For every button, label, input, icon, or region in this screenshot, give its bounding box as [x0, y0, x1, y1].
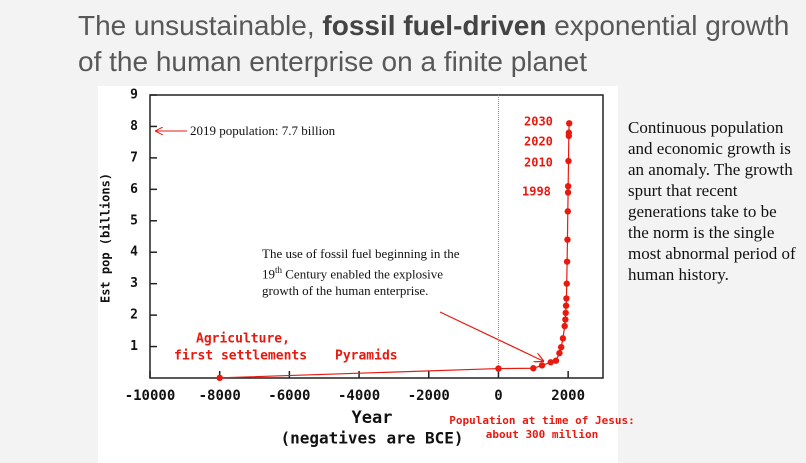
- data-point: [562, 302, 570, 309]
- data-point: [563, 258, 571, 265]
- annotation: Population at time of Jesus:: [449, 414, 634, 427]
- data-point: [565, 129, 573, 136]
- annotation: Pyramids: [335, 349, 398, 364]
- data-point: [216, 374, 223, 382]
- annotation: Agriculture,: [196, 332, 290, 347]
- arrow: [439, 311, 543, 361]
- year-label: 2020: [524, 135, 553, 149]
- annotation-sup: th: [275, 265, 283, 275]
- annotation: 2019 population: 7.7 billion: [190, 123, 336, 138]
- annotation-text: Century enabled the explosive growth of …: [262, 266, 444, 299]
- data-point: [565, 157, 572, 165]
- data-point: [562, 309, 569, 317]
- data-point: [564, 208, 572, 215]
- data-point: [564, 236, 571, 243]
- y-tick-label: 2: [130, 308, 138, 323]
- x-tick-label: -4000: [338, 388, 380, 404]
- y-tick-label: 6: [130, 182, 138, 197]
- y-tick-label: 8: [130, 119, 138, 134]
- y-tick-label: 5: [130, 213, 138, 228]
- x-tick-label: -8000: [199, 388, 241, 404]
- plot-frame: [149, 94, 604, 379]
- annotation: about 300 million: [486, 428, 599, 441]
- data-point: [564, 182, 572, 190]
- data-point: [530, 365, 537, 372]
- data-point: [565, 120, 573, 127]
- x-tick-label: -6000: [268, 388, 310, 404]
- x-axis-note: (negatives are BCE): [280, 429, 463, 448]
- data-point: [556, 349, 563, 357]
- data-point: [557, 343, 565, 351]
- x-tick-label: -2000: [408, 388, 450, 404]
- year-label: 2010: [524, 156, 553, 170]
- year-label: 2030: [524, 115, 553, 129]
- data-point: [561, 322, 568, 330]
- slide-title: The unsustainable, fossil fuel-driven ex…: [78, 8, 798, 80]
- annotation: The use of fossil fuel beginning in the …: [262, 245, 477, 299]
- year-label: 1998: [522, 185, 551, 199]
- side-text: Continuous population and economic growt…: [628, 118, 796, 284]
- x-tick-label: -10000: [125, 388, 176, 404]
- title-part: The unsustainable,: [78, 10, 323, 41]
- chart-background: [98, 86, 618, 463]
- y-tick-label: 3: [130, 276, 138, 291]
- data-point: [538, 362, 546, 369]
- data-point: [552, 357, 560, 364]
- data-point: [563, 295, 570, 302]
- x-tick-label: 0: [494, 388, 502, 404]
- y-tick-label: 7: [130, 150, 138, 165]
- y-axis-label: Est pop (billions): [99, 173, 113, 303]
- x-tick-label: 2000: [551, 388, 585, 404]
- x-axis-label: Year: [352, 408, 393, 428]
- y-tick-label: 4: [130, 245, 138, 260]
- data-point: [547, 359, 554, 366]
- annotation: first settlements: [174, 349, 307, 364]
- data-point: [495, 365, 502, 372]
- y-tick-label: 1: [130, 339, 138, 354]
- data-point: [564, 189, 572, 196]
- data-point: [562, 316, 569, 323]
- data-point: [563, 280, 570, 287]
- title-part: exponential growth of the human enterpri…: [78, 10, 790, 77]
- annotation-text: The use of fossil fuel beginning in the …: [262, 246, 460, 282]
- title-bold: fossil fuel-driven: [322, 10, 547, 41]
- data-point: [559, 335, 567, 342]
- y-tick-label: 9: [130, 88, 138, 103]
